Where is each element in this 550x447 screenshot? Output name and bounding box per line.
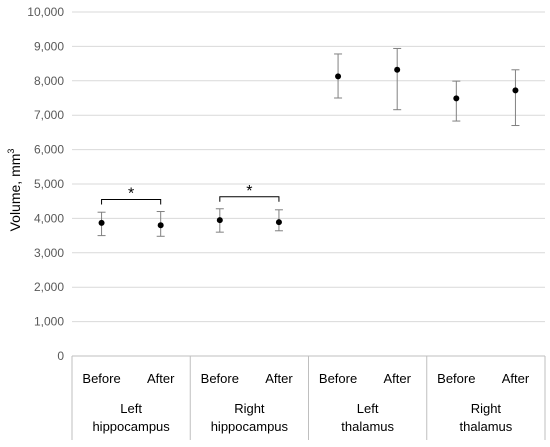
significance-star: * — [128, 186, 134, 203]
y-tick-label: 3,000 — [34, 246, 64, 260]
data-point — [98, 219, 105, 226]
significance-bracket — [101, 199, 162, 205]
x-tick-label: Before — [82, 371, 120, 386]
y-tick-label: 7,000 — [34, 108, 64, 122]
group-label: Left — [357, 401, 379, 416]
group-label: Right — [471, 401, 502, 416]
y-tick-label: 1,000 — [34, 315, 64, 329]
x-tick-label: Before — [319, 371, 357, 386]
y-axis-label: Volume, mm3 — [6, 149, 23, 232]
group-label: Right — [234, 401, 265, 416]
x-tick-label: After — [147, 371, 175, 386]
group-label: thalamus — [341, 419, 394, 434]
y-tick-label: 5,000 — [34, 177, 64, 191]
y-tick-label: 2,000 — [34, 280, 64, 294]
category-axis — [71, 355, 546, 440]
data-point — [453, 95, 460, 102]
data-point — [157, 222, 164, 229]
y-tick-label: 9,000 — [34, 39, 64, 53]
data-point — [512, 87, 519, 94]
significance-bracket — [219, 196, 280, 202]
group-label: thalamus — [460, 419, 513, 434]
group-label: hippocampus — [211, 419, 289, 434]
significance-star: * — [246, 183, 252, 200]
data-point — [335, 73, 342, 80]
x-tick-label: After — [265, 371, 293, 386]
data-point — [394, 66, 401, 73]
group-label: hippocampus — [92, 419, 170, 434]
data-point — [275, 219, 282, 226]
y-tick-label: 6,000 — [34, 143, 64, 157]
y-tick-label: 0 — [57, 349, 64, 363]
y-tick-label: 10,000 — [27, 5, 64, 19]
x-tick-label: After — [502, 371, 530, 386]
x-tick-label: After — [383, 371, 411, 386]
x-tick-label: Before — [437, 371, 475, 386]
y-tick-label: 8,000 — [34, 74, 64, 88]
x-tick-label: Before — [201, 371, 239, 386]
y-tick-labels: 0 1,000 2,000 3,000 4,000 5,000 6,000 7,000 8,00… — [27, 5, 64, 363]
data-point — [216, 217, 223, 224]
group-label: Left — [120, 401, 142, 416]
y-tick-label: 4,000 — [34, 211, 64, 225]
data-marks: * * — [97, 47, 520, 237]
gridlines — [72, 11, 545, 323]
